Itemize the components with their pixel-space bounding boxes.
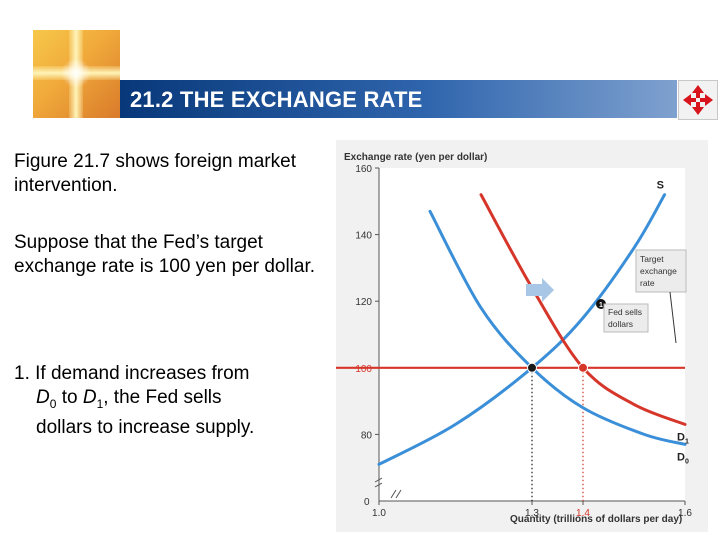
plot-area (379, 168, 685, 501)
curve-d0 (428, 209, 687, 446)
curve-label-d1: D1 (677, 431, 689, 445)
chart-svg: Exchange rate (yen per dollar) Quantity … (336, 140, 708, 532)
y-tick-label: 160 (355, 164, 372, 175)
golden-cross-logo (33, 30, 120, 118)
y-tick-label: 80 (361, 430, 373, 441)
target-callout-leader (669, 291, 677, 344)
target-paragraph: Suppose that the Fed’s target exchange r… (14, 232, 316, 277)
target-callout-line3: rate (640, 278, 655, 288)
fed-sells-callout-box (603, 303, 649, 333)
title-bar: 21.2 THE EXCHANGE RATE (120, 80, 677, 118)
target-callout-line1: Target (640, 254, 664, 264)
step-line3: dollars to increase supply. (36, 416, 255, 438)
step-marker-number: 1 (599, 302, 603, 309)
curve-label-d0: D0 (677, 451, 689, 465)
four-way-arrows-icon-graphic (683, 85, 713, 115)
exchange-rate-chart: Exchange rate (yen per dollar) Quantity … (336, 140, 708, 532)
four-way-arrows-icon[interactable] (678, 80, 718, 120)
demand-shift-arrow (526, 278, 554, 302)
equilibrium-point (578, 362, 588, 373)
x-axis-break-mark (390, 489, 402, 499)
y-axis-title: Exchange rate (yen per dollar) (344, 152, 487, 163)
intro-paragraph: Figure 21.7 shows foreign market interve… (14, 151, 296, 196)
origin-label: 0 (364, 497, 370, 508)
fed-sells-line2: dollars (608, 319, 633, 329)
step-paragraph: 1. If demand increases from D0 to D1, th… (14, 362, 324, 440)
curve-d1 (479, 193, 687, 426)
step-line1: If demand increases from (35, 363, 250, 384)
target-callout-box (635, 249, 687, 293)
curve-s (377, 193, 667, 466)
curve-label-s: S (657, 180, 664, 192)
x-axis-title: Quantity (trillions of dollars per day) (510, 514, 682, 525)
x-tick-label: 1.6 (678, 508, 692, 519)
target-callout-line2: exchange (640, 266, 677, 276)
y-tick-label: 140 (355, 231, 372, 242)
equilibrium-point (527, 362, 537, 373)
y-tick-label: 100 (355, 364, 372, 375)
x-tick-label: 1.3 (525, 508, 539, 519)
y-tick-label: 120 (355, 297, 372, 308)
step-number: 1. (14, 363, 30, 384)
x-tick-label: 1.0 (372, 508, 386, 519)
x-tick-label: 1.4 (576, 508, 590, 519)
step-line2: D0 to D1, the Fed sells (36, 387, 222, 411)
fed-sells-line1: Fed sells (608, 307, 642, 317)
slide-title: 21.2 THE EXCHANGE RATE (130, 87, 423, 112)
